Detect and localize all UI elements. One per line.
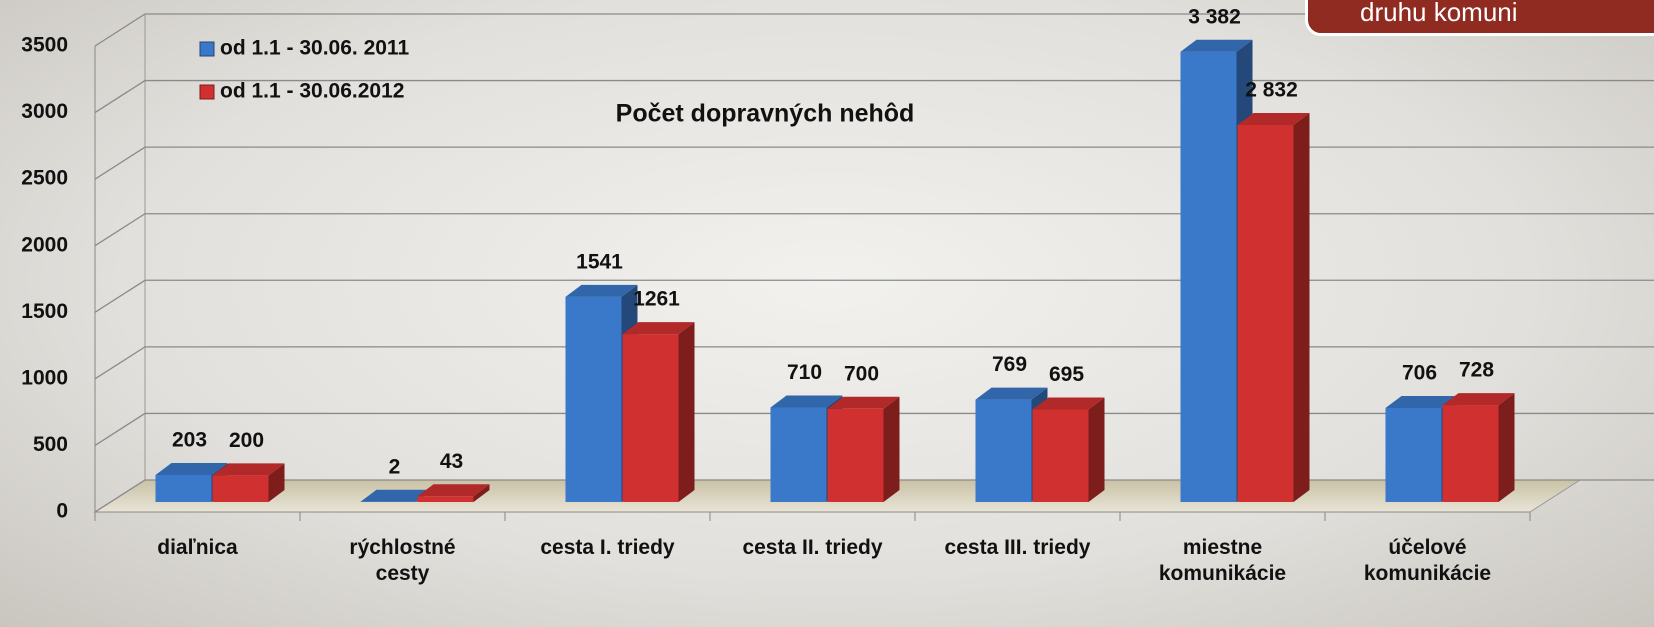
x-tick-label: miestne komunikácie [1158, 536, 1287, 585]
x-tick-label: cesta II. triedy [742, 536, 883, 559]
bar-top [770, 395, 843, 408]
bar-top [565, 284, 638, 297]
data-label: 728 [1459, 359, 1494, 382]
bar-side [1293, 112, 1310, 503]
bar-top [1180, 39, 1253, 52]
x-tick-label: diaľnica [157, 536, 238, 559]
x-tick-label: účelové komunikácie [1363, 536, 1492, 585]
y-tick-label: 0 [56, 500, 68, 523]
bar-front [417, 496, 474, 502]
bar-side [473, 484, 490, 502]
y-tick-label: 3500 [21, 34, 68, 57]
bar-top [1385, 396, 1458, 409]
bar-front [155, 474, 212, 502]
bar-top [212, 463, 285, 476]
bar-top [975, 387, 1048, 400]
y-tick-label: 2500 [21, 167, 68, 190]
bar-front [1237, 124, 1294, 503]
bar-front [212, 475, 269, 502]
grid-line [94, 479, 1654, 513]
data-label: 710 [787, 361, 822, 384]
data-label: 2 832 [1245, 78, 1298, 101]
grid-line [94, 412, 1654, 446]
legend-label: od 1.1 - 30.06. 2011 [220, 37, 409, 60]
bar-top [622, 322, 695, 335]
bar-front [622, 334, 679, 502]
data-label: 200 [229, 429, 264, 452]
bar [212, 463, 285, 502]
bar-front [827, 408, 884, 502]
bar-side [883, 396, 900, 502]
bar-front [565, 296, 622, 502]
x-tick-label: cesta III. triedy [944, 536, 1091, 559]
grid-line [94, 346, 1654, 380]
bar [417, 484, 490, 502]
data-label: 695 [1049, 363, 1084, 386]
legend-swatch [199, 84, 215, 100]
data-label: 2 [389, 455, 401, 478]
bar-side [268, 463, 285, 502]
bar-top [1237, 112, 1310, 125]
y-tick-label: 500 [33, 433, 68, 456]
bar-side [1088, 397, 1105, 502]
bar-front [1180, 51, 1237, 503]
bar-top [360, 489, 433, 502]
bar-front [1032, 409, 1089, 502]
bar [1442, 393, 1515, 502]
chart-title: Počet dopravných nehôd [616, 100, 915, 128]
data-label: 1541 [576, 250, 623, 273]
x-tick-label: rýchlostné cesty [349, 536, 456, 585]
bar [1237, 112, 1310, 503]
bar-front [1385, 408, 1442, 502]
bar-top [155, 462, 228, 475]
grid-line [94, 79, 1654, 114]
grid-line [94, 146, 1654, 180]
y-tick-label: 1000 [21, 366, 68, 389]
grid-line [94, 13, 1654, 47]
bar-side [678, 322, 695, 502]
bar-front [770, 407, 827, 502]
y-tick-label: 1500 [21, 300, 68, 323]
y-tick-label: 2000 [21, 233, 68, 256]
legend-label: od 1.1 - 30.06.2012 [220, 80, 404, 103]
x-tick-label: cesta I. triedy [540, 536, 675, 559]
grid-line [94, 213, 1654, 247]
data-label: 706 [1402, 362, 1437, 385]
legend-swatch [199, 41, 215, 57]
bar-front [1442, 405, 1499, 502]
data-label: 203 [172, 429, 207, 452]
bar [1032, 397, 1105, 502]
bar-top [827, 396, 900, 409]
bar-top [417, 484, 490, 497]
grid-line [94, 279, 1654, 313]
data-label: 43 [440, 450, 463, 473]
bar [622, 322, 695, 502]
bar-front [975, 399, 1032, 502]
data-label: 700 [844, 362, 879, 385]
data-label: 769 [992, 353, 1027, 376]
bar-side [1498, 393, 1515, 502]
data-label: 3 382 [1188, 5, 1241, 28]
bar [827, 396, 900, 502]
data-label: 1261 [633, 288, 680, 311]
annotation: druhu komuni [1305, 0, 1654, 36]
bar-top [1032, 397, 1105, 410]
y-tick-label: 3000 [21, 100, 68, 123]
bar-top [1442, 393, 1515, 406]
